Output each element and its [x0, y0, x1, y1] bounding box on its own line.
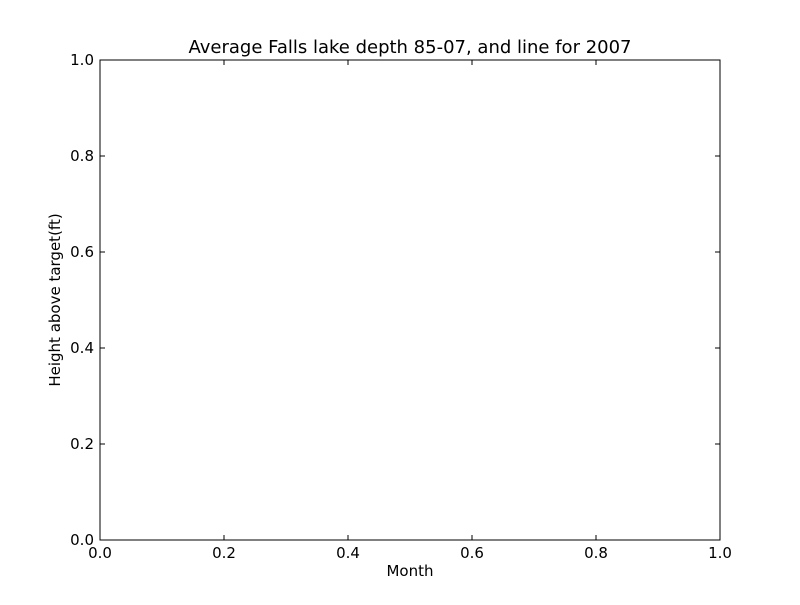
y-tick-label: 0.2 [70, 435, 94, 453]
y-tick-label: 0.6 [70, 243, 94, 261]
x-tick-label: 0.2 [212, 544, 236, 562]
y-tick-label: 0.0 [70, 531, 94, 549]
x-tick-label: 1.0 [708, 544, 732, 562]
y-tick-label: 0.4 [70, 339, 94, 357]
y-axis-ticks: 0.0 0.2 0.4 0.6 0.8 1.0 [70, 51, 720, 549]
x-axis-label: Month [386, 562, 433, 580]
x-axis-ticks: 0.0 0.2 0.4 0.6 0.8 1.0 [88, 60, 732, 562]
y-axis-label: Height above target(ft) [46, 213, 64, 386]
chart-title: Average Falls lake depth 85-07, and line… [188, 37, 631, 58]
x-tick-label: 0.0 [88, 544, 112, 562]
x-tick-label: 0.6 [460, 544, 484, 562]
x-tick-label: 0.8 [584, 544, 608, 562]
y-tick-label: 1.0 [70, 51, 94, 69]
x-tick-label: 0.4 [336, 544, 360, 562]
plot-area-frame [99, 59, 721, 541]
y-tick-label: 0.8 [70, 147, 94, 165]
